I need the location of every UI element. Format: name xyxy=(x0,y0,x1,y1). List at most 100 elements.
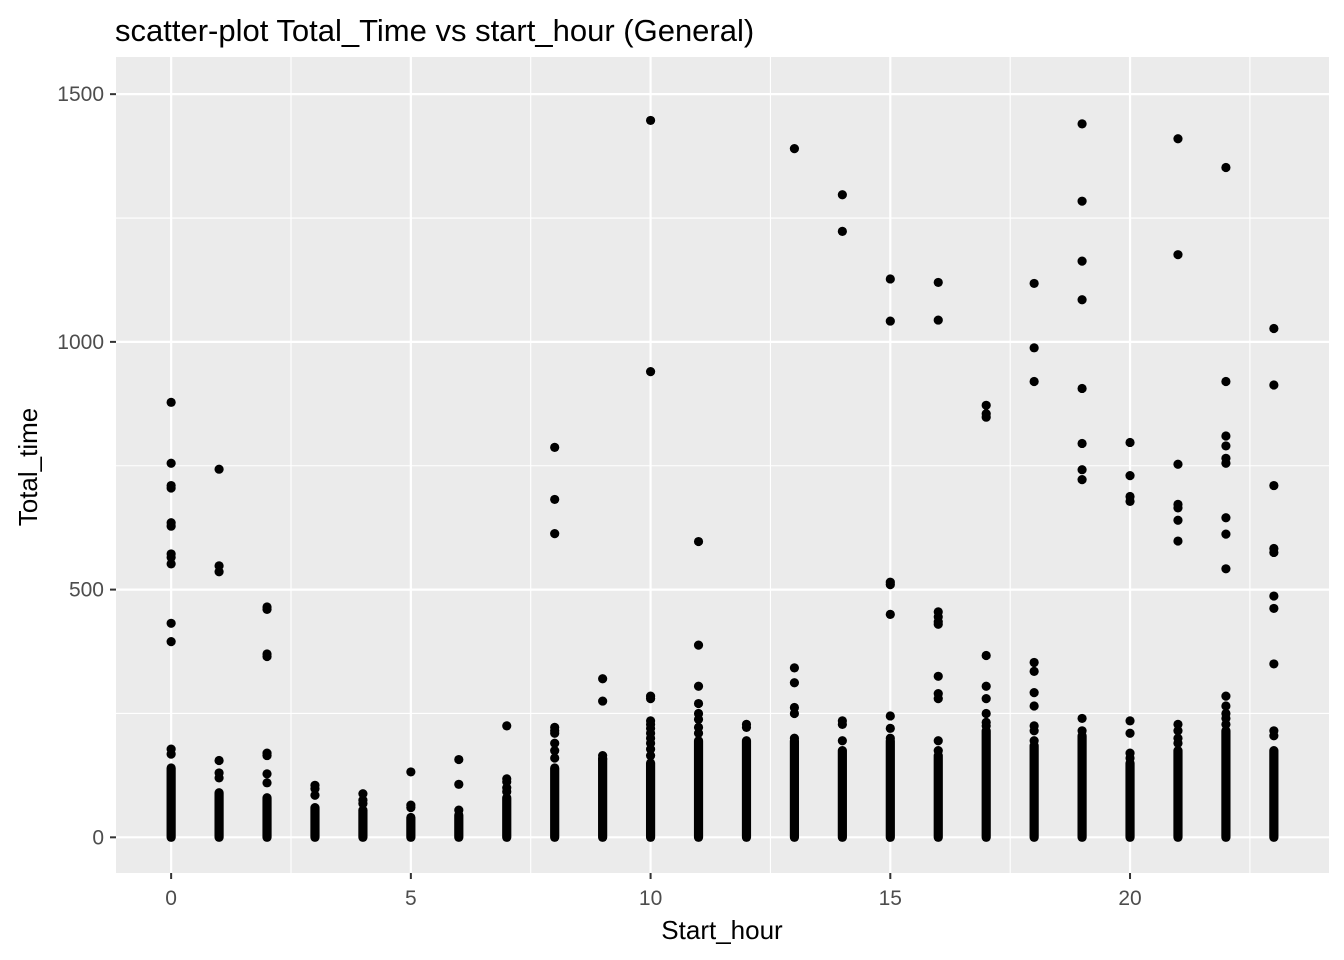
x-tick-label: 5 xyxy=(405,887,417,910)
x-tick-label: 20 xyxy=(1118,887,1141,910)
data-point xyxy=(502,721,512,731)
data-point xyxy=(1029,376,1039,387)
data-point xyxy=(645,694,656,704)
data-point xyxy=(358,789,368,799)
dense-point-column xyxy=(837,746,847,842)
data-point xyxy=(1173,503,1183,513)
y-tick-label: 500 xyxy=(69,579,104,602)
data-point xyxy=(933,315,943,325)
data-point xyxy=(741,722,752,732)
data-point xyxy=(454,754,464,765)
data-point xyxy=(1221,513,1231,523)
dense-point-column xyxy=(1269,746,1279,842)
chart-title: scatter-plot Total_Time vs start_hour (G… xyxy=(115,13,754,48)
data-point xyxy=(693,536,704,547)
dense-point-column xyxy=(1173,746,1183,842)
dense-point-column xyxy=(454,810,464,842)
data-point xyxy=(885,733,895,743)
data-point xyxy=(262,651,272,662)
dense-point-column xyxy=(789,736,800,842)
data-point xyxy=(1125,728,1135,738)
y-axis-title: Total_time xyxy=(13,408,43,527)
dense-point-column xyxy=(1029,741,1039,842)
data-point xyxy=(1125,716,1135,726)
data-point xyxy=(166,637,176,647)
data-point xyxy=(1077,383,1087,394)
data-point xyxy=(550,494,560,505)
data-point xyxy=(550,738,560,748)
data-point xyxy=(1221,701,1231,711)
data-point xyxy=(1077,726,1087,736)
data-point xyxy=(1077,438,1087,449)
data-point xyxy=(693,728,704,738)
dense-point-column xyxy=(693,736,704,842)
data-point xyxy=(1029,701,1039,711)
data-point xyxy=(550,753,560,763)
data-point xyxy=(933,746,943,756)
data-point xyxy=(1173,134,1183,144)
data-point xyxy=(1221,458,1231,468)
data-point xyxy=(1077,713,1087,724)
data-point xyxy=(1077,475,1087,485)
dense-point-column xyxy=(741,736,752,842)
data-point xyxy=(981,650,991,661)
data-point xyxy=(1221,529,1231,539)
data-point xyxy=(1269,731,1279,741)
data-point xyxy=(262,769,272,779)
dense-point-column xyxy=(502,793,512,842)
data-point xyxy=(1173,459,1183,469)
data-point xyxy=(981,721,991,731)
data-point xyxy=(406,767,416,777)
data-point xyxy=(1221,564,1231,574)
data-point xyxy=(598,754,608,764)
dense-point-columns xyxy=(166,726,1279,842)
data-point xyxy=(214,567,224,577)
data-point xyxy=(406,803,416,813)
data-point xyxy=(1269,480,1279,491)
data-point xyxy=(1221,441,1231,451)
data-point xyxy=(1221,431,1231,441)
data-point xyxy=(262,750,272,761)
x-tick-label: 15 xyxy=(879,887,902,910)
dense-point-column xyxy=(406,812,416,842)
data-point xyxy=(454,779,464,789)
dense-point-column xyxy=(1077,731,1087,842)
data-point xyxy=(981,681,991,691)
dense-point-column xyxy=(1125,758,1135,842)
minor-gridlines xyxy=(116,57,1329,873)
data-point xyxy=(789,663,800,673)
data-point xyxy=(933,619,943,629)
data-point xyxy=(1269,603,1279,614)
data-point xyxy=(1173,515,1183,525)
data-point xyxy=(1221,162,1231,173)
data-point xyxy=(166,483,176,493)
data-point xyxy=(645,367,656,377)
data-point xyxy=(981,708,991,719)
data-point xyxy=(933,736,943,746)
data-point xyxy=(166,618,176,628)
data-point xyxy=(1125,496,1135,507)
data-point xyxy=(310,784,320,794)
data-point xyxy=(550,746,560,756)
data-point xyxy=(1029,726,1039,736)
data-point xyxy=(1221,719,1231,729)
data-point xyxy=(981,694,991,704)
data-point xyxy=(885,723,895,733)
data-point xyxy=(693,640,704,650)
data-point xyxy=(1173,250,1183,260)
y-axis-ticks: 0 500 1000 1500 xyxy=(57,83,116,849)
data-point xyxy=(1269,591,1279,601)
data-point xyxy=(645,115,656,126)
data-point xyxy=(502,787,512,797)
data-point xyxy=(837,719,847,729)
data-point xyxy=(1173,536,1183,546)
x-tick-label: 10 xyxy=(639,887,662,910)
dense-point-column xyxy=(933,750,943,842)
data-point xyxy=(166,397,176,407)
data-point xyxy=(166,552,176,563)
dense-point-column xyxy=(1221,726,1231,842)
data-point xyxy=(598,696,608,706)
data-points xyxy=(166,115,1279,815)
data-point xyxy=(262,778,272,788)
